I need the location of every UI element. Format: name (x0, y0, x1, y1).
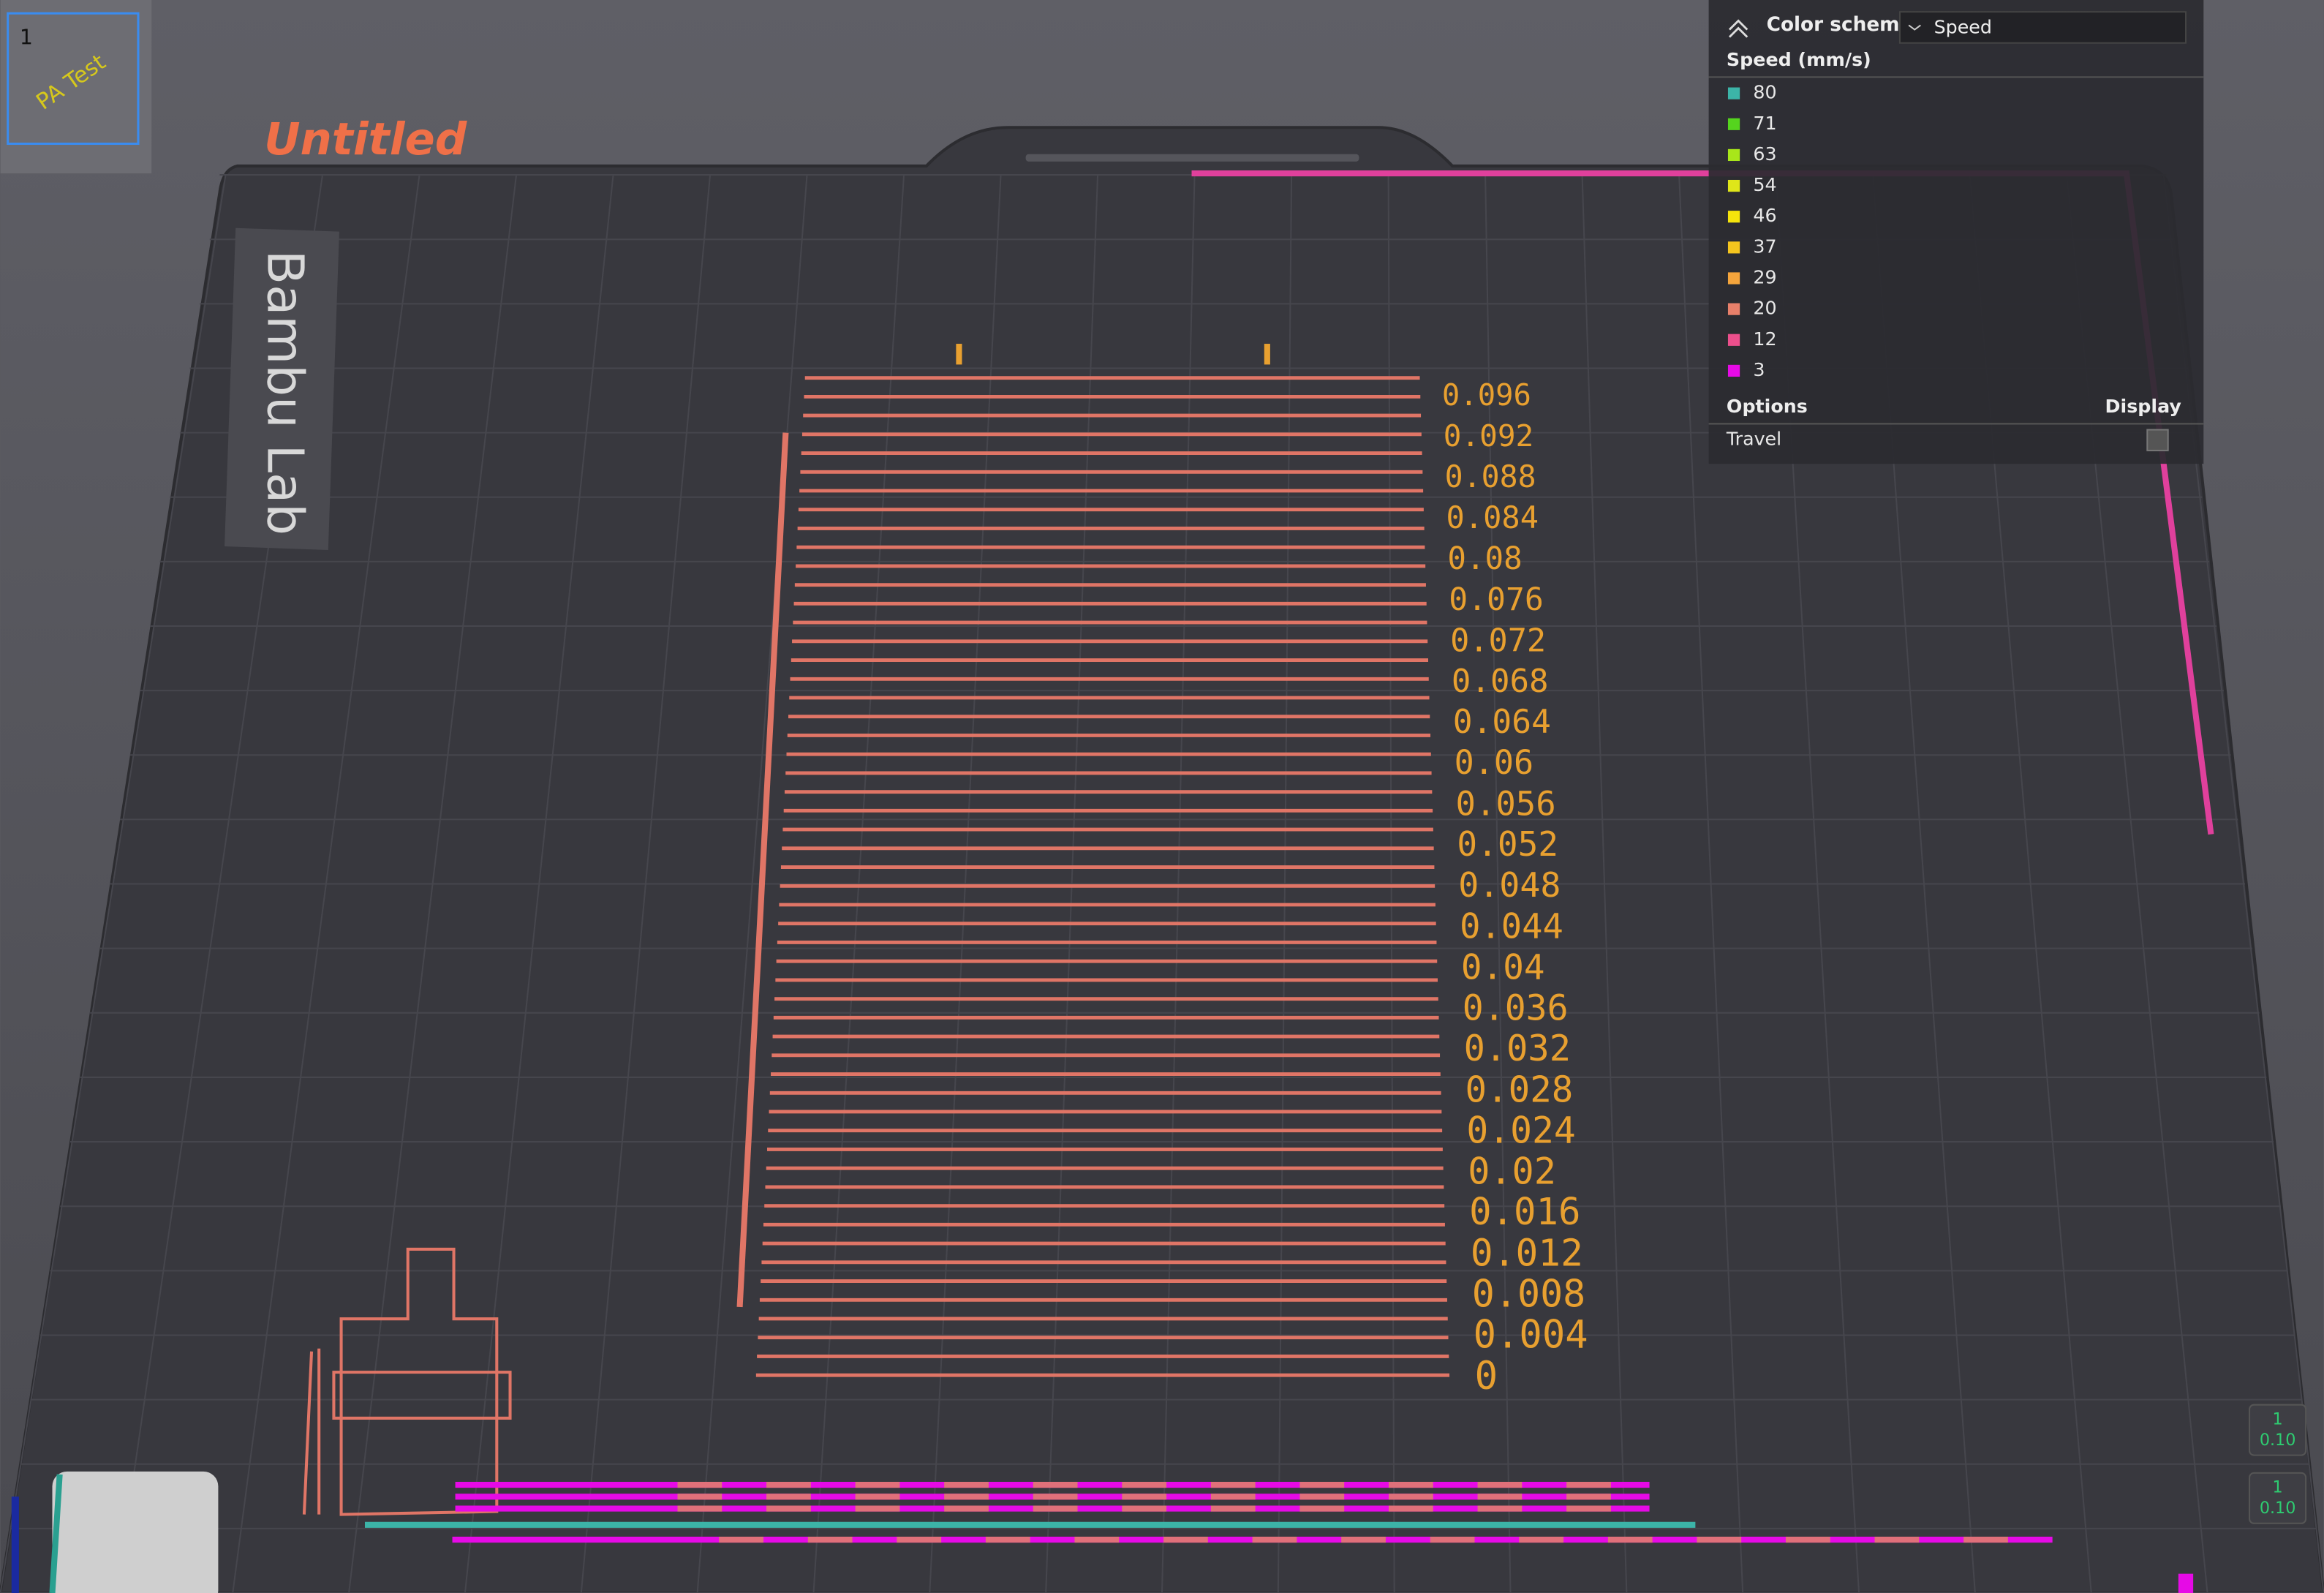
legend-title: Color scheme (1767, 14, 1913, 36)
legend-label: 46 (1753, 204, 1776, 226)
axis-y (49, 1474, 63, 1593)
brand-logo: Bambu Lab (255, 250, 314, 535)
options-heading: Options (1727, 395, 1808, 417)
pa-label: 0.08 (1447, 541, 1522, 577)
travel-mark (2178, 1573, 2194, 1593)
pa-label: 0.088 (1445, 459, 1536, 494)
option-checkbox[interactable] (2146, 429, 2169, 451)
plate-slot (1025, 154, 1359, 162)
thumbnail-index: 1 (20, 26, 33, 50)
legend-label: 54 (1753, 173, 1776, 195)
pa-label: 0.032 (1464, 1028, 1571, 1069)
display-heading: Display (2105, 395, 2182, 417)
legend-swatch (1727, 87, 1740, 99)
layer-slider[interactable]: 1 0.10 1 0.10 (2249, 1404, 2307, 1524)
pattern-marker (1264, 344, 1270, 365)
slider-handle[interactable] (2249, 1472, 2307, 1524)
legend-heading: Speed (mm/s) (1727, 48, 1871, 70)
legend-swatch (1727, 272, 1740, 285)
pa-label: 0.024 (1466, 1109, 1575, 1151)
legend-swatch (1727, 364, 1740, 377)
brand-badge (225, 227, 339, 550)
pa-label: 0.092 (1444, 418, 1533, 453)
legend-label: 20 (1753, 297, 1776, 319)
build-plate (0, 126, 2324, 1593)
thumbnail[interactable]: 1 PA Test (0, 0, 152, 174)
pa-label: 0.012 (1471, 1232, 1583, 1276)
slider-height: 0.10 (2260, 1499, 2296, 1518)
legend-label: 71 (1753, 112, 1776, 134)
pa-label: 0.048 (1458, 865, 1561, 905)
pa-label: 0.04 (1461, 947, 1545, 987)
legend-swatch (1727, 334, 1740, 346)
thumbnail-frame[interactable] (7, 12, 140, 146)
legend-label: 29 (1753, 266, 1776, 287)
legend-label: 12 (1753, 328, 1776, 350)
pa-label: 0.076 (1449, 581, 1544, 618)
slider-layer: 1 (2273, 1409, 2283, 1428)
pa-label: 0.06 (1455, 743, 1534, 782)
slider-handle[interactable] (2249, 1404, 2307, 1456)
pa-label: 0.096 (1442, 377, 1531, 413)
legend-swatch (1727, 118, 1740, 130)
legend-swatch (1727, 241, 1740, 254)
legend-swatch (1727, 211, 1740, 223)
pa-label: 0.016 (1469, 1190, 1580, 1233)
legend-swatch (1727, 303, 1740, 315)
pa-label: 0.044 (1460, 906, 1563, 946)
pa-label: 0.052 (1457, 824, 1558, 864)
view-cube[interactable] (52, 1471, 219, 1593)
pa-label: 0.072 (1450, 622, 1546, 659)
option-label: Travel (1726, 428, 1781, 450)
pa-pattern: 0.0960.0920.0880.0840.080.0760.0720.0680… (736, 344, 1588, 1398)
pa-label: 0.004 (1474, 1313, 1588, 1357)
dropdown-arrow[interactable] (1908, 24, 1921, 31)
pa-label: 0.036 (1463, 987, 1569, 1028)
pa-label: 0 (1474, 1354, 1498, 1398)
legend-label: 3 (1753, 358, 1765, 380)
pa-label: 0.084 (1446, 500, 1539, 535)
pattern-edge (736, 432, 789, 1308)
pa-label: 0.008 (1472, 1272, 1585, 1316)
collapse-icon[interactable] (1728, 19, 1748, 38)
slider-layer: 1 (2273, 1478, 2283, 1497)
pa-label: 0.064 (1453, 703, 1551, 741)
pa-label: 0.056 (1455, 784, 1555, 823)
pa-label: 0.068 (1452, 663, 1549, 700)
scheme-value: Speed (1934, 15, 1992, 37)
pa-label: 0.028 (1465, 1069, 1573, 1111)
slider-height: 0.10 (2260, 1431, 2296, 1450)
legend-panel: Color scheme Speed Speed (mm/s) Options … (1708, 0, 2204, 464)
scheme-dropdown[interactable] (1898, 11, 2187, 44)
pa-label: 0.02 (1468, 1149, 1556, 1192)
legend-swatch (1727, 148, 1740, 162)
pattern-marker (956, 344, 962, 365)
legend-label: 80 (1753, 81, 1776, 103)
legend-label: 37 (1753, 235, 1776, 257)
plate-name: Untitled (264, 114, 467, 165)
purge-outline (302, 1247, 512, 1516)
legend-label: 63 (1753, 143, 1776, 165)
skirt-lines (302, 1247, 2053, 1543)
legend-swatch (1727, 179, 1740, 192)
